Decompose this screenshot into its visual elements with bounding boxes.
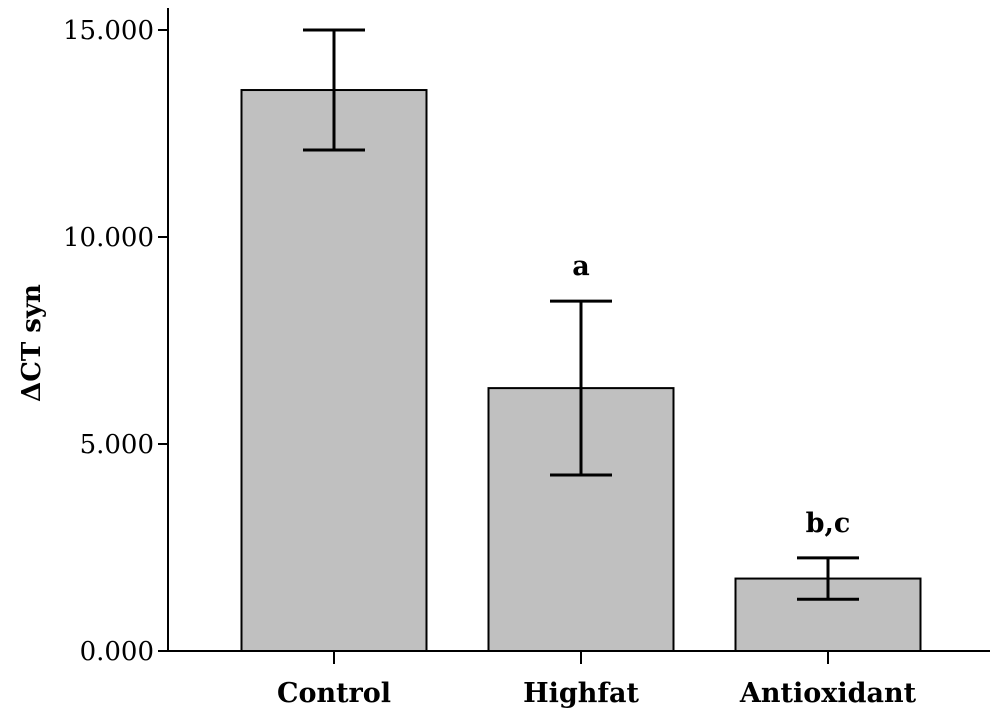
significance-label: b,c [806,508,851,539]
y-axis-title: ΔCT syn [17,284,47,402]
bars: a b,c [240,28,922,652]
x-tick-label: Control [277,678,391,709]
axes: 0.000 5.000 10.000 15.000 Control Highfat Anti… [63,8,990,709]
x-tick-label: Highfat [523,678,639,709]
bar [487,387,675,652]
y-tick-label: 10.000 [63,223,154,253]
y-tick-label: 15.000 [63,16,154,46]
x-tick-label: Antioxidant [739,678,917,709]
bar [734,577,922,652]
significance-label: a [572,251,590,282]
bar [240,89,428,652]
y-tick-label: 5.000 [80,430,154,460]
y-tick-label: 0.000 [80,637,154,667]
